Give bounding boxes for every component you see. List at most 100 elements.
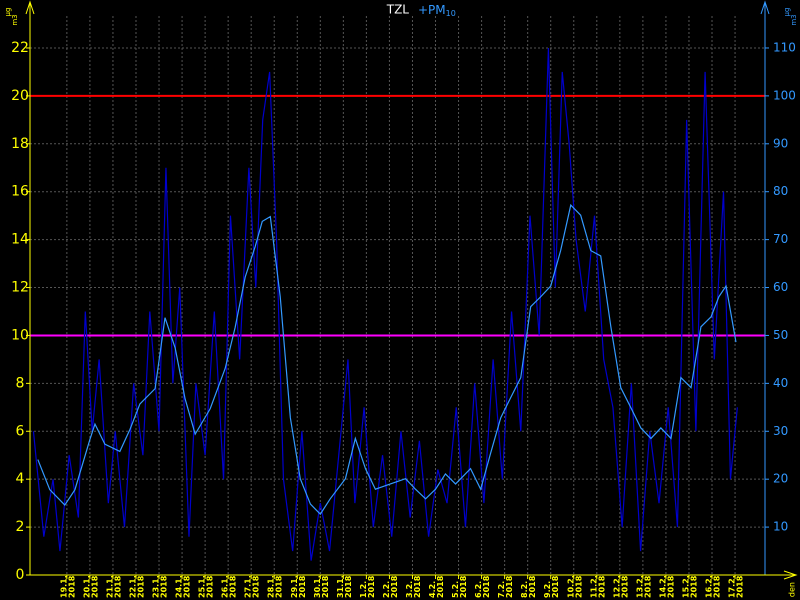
- y-tick-label: 0: [16, 567, 25, 583]
- x-tick-year: 2018: [67, 575, 76, 598]
- x-tick-year: 2018: [321, 575, 330, 598]
- x-tick-year: 2018: [413, 575, 422, 598]
- y-tick-label: 2: [16, 519, 25, 535]
- y2-unit-top: µg: [783, 8, 791, 17]
- x-tick-label: 27.1.: [244, 575, 253, 598]
- x-tick-label: 7.2.: [497, 581, 506, 598]
- y2-tick-label: 10: [773, 520, 788, 534]
- y-tick-label: 16: [11, 184, 29, 200]
- x-tick-label: 6.2.: [474, 581, 483, 598]
- x-tick-label: 3.2.: [405, 581, 414, 598]
- x-tick-year: 2018: [90, 575, 99, 598]
- x-axis-label: den: [788, 582, 797, 597]
- x-tick-year: 2018: [482, 575, 491, 598]
- x-tick-label: 11.2.: [589, 575, 598, 598]
- x-tick-label: 31.1.: [336, 575, 345, 598]
- x-tick-year: 2018: [574, 575, 583, 598]
- x-tick-year: 2018: [505, 575, 514, 598]
- y-tick-label: 6: [16, 423, 25, 439]
- y-tick-label: 10: [11, 327, 29, 343]
- y2-tick-label: 40: [773, 376, 788, 390]
- x-tick-label: 16.2.: [705, 575, 714, 598]
- x-tick-year: 2018: [528, 575, 537, 598]
- x-tick-year: 2018: [298, 575, 307, 598]
- legend-subscript: 10: [446, 9, 456, 18]
- y-tick-label: 18: [11, 136, 29, 152]
- legend-label: +PM10: [418, 3, 456, 18]
- y2-tick-label: 100: [773, 88, 796, 102]
- x-tick-year: 2018: [390, 575, 399, 598]
- y-unit-bottom: m3: [11, 14, 19, 25]
- x-tick-year: 2018: [459, 575, 468, 598]
- y2-tick-label: 90: [773, 136, 788, 150]
- series-line: [37, 203, 737, 516]
- y2-tick-label: 20: [773, 472, 788, 486]
- legend-text: +PM: [418, 3, 446, 17]
- x-tick-year: 2018: [160, 575, 169, 598]
- x-tick-year: 2018: [643, 575, 652, 598]
- x-tick-year: 2018: [136, 575, 145, 598]
- x-tick-label: 17.2.: [728, 575, 737, 598]
- x-tick-year: 2018: [436, 575, 445, 598]
- x-tick-year: 2018: [620, 575, 629, 598]
- y2-unit-bottom: m3: [790, 14, 798, 25]
- x-tick-year: 2018: [229, 575, 238, 598]
- x-tick-year: 2018: [551, 575, 560, 598]
- x-tick-year: 2018: [344, 575, 353, 598]
- x-tick-label: 21.1.: [105, 575, 114, 598]
- x-tick-label: 15.2.: [681, 575, 690, 598]
- x-tick-year: 2018: [252, 575, 261, 598]
- x-tick-label: 12.2.: [612, 575, 621, 598]
- x-tick-year: 2018: [367, 575, 376, 598]
- x-tick-label: 19.1.: [59, 575, 68, 598]
- x-tick-year: 2018: [113, 575, 122, 598]
- x-tick-label: 4.2.: [428, 581, 437, 598]
- x-tick-label: 2.2.: [382, 581, 391, 598]
- x-tick-label: 28.1.: [267, 575, 276, 598]
- y-tick-label: 12: [11, 280, 29, 296]
- x-tick-year: 2018: [736, 575, 745, 598]
- x-tick-label: 22.1.: [128, 575, 137, 598]
- x-tick-label: 20.1.: [82, 575, 91, 598]
- x-tick-label: 25.1.: [198, 575, 207, 598]
- x-axis-arrow: [783, 570, 798, 580]
- y-tick-label: 14: [11, 232, 29, 248]
- x-tick-year: 2018: [183, 575, 192, 598]
- y-tick-label: 8: [16, 375, 25, 391]
- x-tick-label: 24.1.: [175, 575, 184, 598]
- x-tick-year: 2018: [713, 575, 722, 598]
- x-tick-label: 9.2.: [543, 581, 552, 598]
- x-tick-year: 2018: [206, 575, 215, 598]
- y-axis-arrow: [25, 0, 35, 15]
- x-tick-label: 23.1.: [152, 575, 161, 598]
- x-tick-year: 2018: [275, 575, 284, 598]
- x-tick-year: 2018: [597, 575, 606, 598]
- x-tick-label: 5.2.: [451, 581, 460, 598]
- y-tick-label: 4: [16, 471, 25, 487]
- x-tick-label: 26.1.: [221, 575, 230, 598]
- x-tick-label: 1.2.: [359, 581, 368, 598]
- y2-tick-label: 50: [773, 328, 788, 342]
- y2-tick-label: 80: [773, 184, 788, 198]
- chart-title: TZL: [386, 3, 410, 17]
- x-tick-year: 2018: [666, 575, 675, 598]
- y2-tick-label: 110: [773, 40, 796, 54]
- y2-tick-label: 30: [773, 424, 788, 438]
- series-line: [32, 47, 738, 561]
- x-tick-label: 29.1.: [290, 575, 299, 598]
- y-tick-label: 20: [11, 88, 29, 104]
- x-tick-label: 30.1.: [313, 575, 322, 598]
- x-tick-label: 10.2.: [566, 575, 575, 598]
- x-tick-label: 14.2.: [658, 575, 667, 598]
- y-tick-label: 22: [11, 40, 29, 56]
- x-tick-year: 2018: [689, 575, 698, 598]
- y2-tick-label: 60: [773, 280, 788, 294]
- y-unit-top: µg: [4, 8, 12, 17]
- x-tick-label: 8.2.: [520, 581, 529, 598]
- y2-tick-label: 70: [773, 232, 788, 246]
- y2-axis-arrow: [760, 0, 770, 15]
- x-tick-label: 13.2.: [635, 575, 644, 598]
